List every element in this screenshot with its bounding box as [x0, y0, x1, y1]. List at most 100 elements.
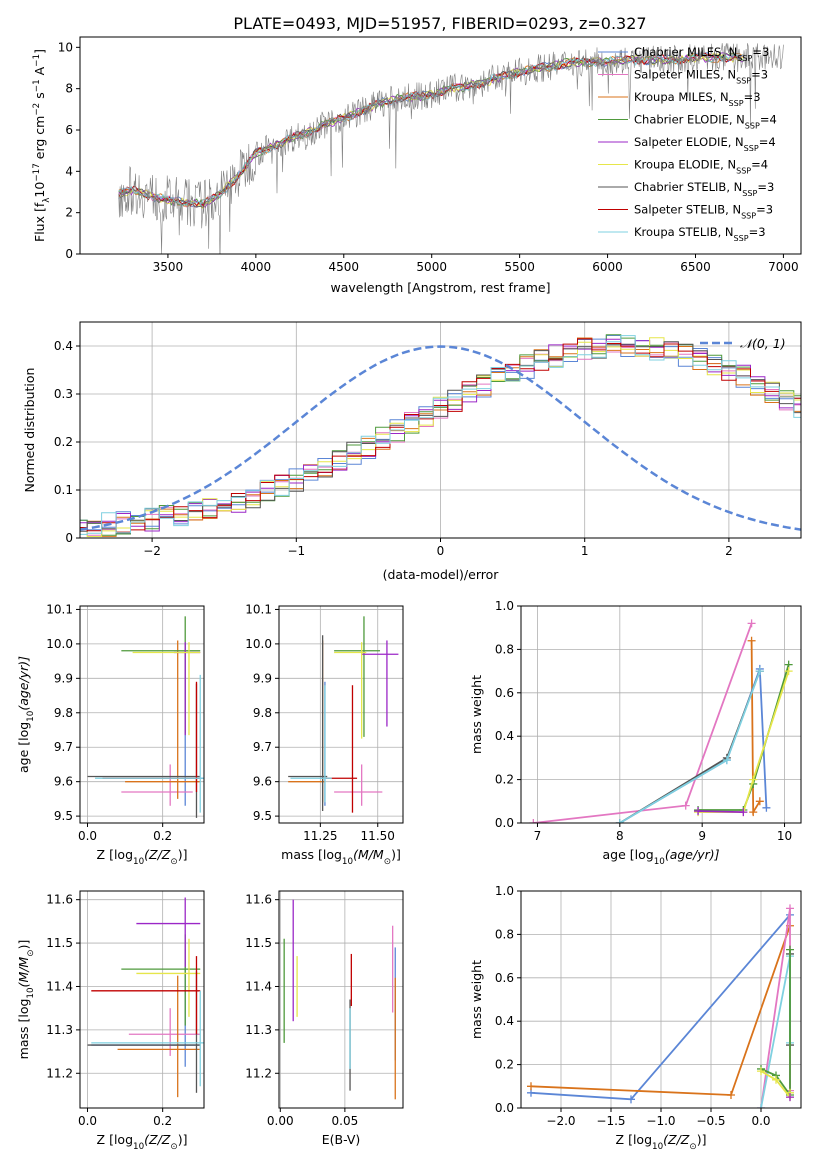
plot-area-age_vs_mass [288, 616, 399, 813]
weight-marker [784, 667, 793, 676]
y-tick-label: 0.8 [495, 927, 514, 941]
x-tick-label: 0.0 [78, 829, 97, 843]
axes-frame [520, 605, 802, 824]
weight-marker [786, 945, 794, 954]
axes-frame [79, 890, 205, 1109]
legend-label-part: SSP [742, 189, 757, 198]
weight-line-path [533, 623, 753, 823]
errorbar-salpeter-stelib [324, 685, 358, 813]
weight-line-path [530, 925, 791, 1096]
weight-line-kroupa-stelib [615, 667, 764, 823]
x-axis-label-part: ⊙ [689, 1142, 696, 1152]
x-tick-label: −2 [143, 544, 161, 558]
errorbar-salpeter-elodie [136, 897, 201, 967]
x-tick-label: 11.25 [303, 829, 337, 843]
y-tick-label: 0 [65, 531, 73, 545]
y-tick-label: 1.0 [495, 884, 514, 898]
x-axis-label-part: Z [log [97, 1132, 133, 1147]
y-axis-label-part: ⊙ [26, 949, 36, 956]
y-axis-label-part: A [32, 66, 47, 79]
legend-label: Salpeter MILES, NSSP=3 [634, 68, 768, 86]
plot-area-residuals [80, 334, 801, 537]
x-axis-label-part: (Z/Z [144, 847, 171, 862]
y-axis-label-part: (age/yr)] [16, 656, 31, 711]
x-axis-label-part: 10 [133, 1142, 144, 1152]
plot-area-mass_vs_ebv [283, 899, 396, 1100]
weight-marker [757, 1067, 765, 1076]
axes-frame [79, 605, 205, 824]
x-axis-label: (data-model)/error [383, 567, 500, 582]
weight-line-salpeter-elodie [694, 807, 748, 817]
x-tick-label: 5500 [504, 260, 535, 274]
legend-label: 𝒩(0, 1) [740, 336, 786, 351]
legend-label: Chabrier STELIB, NSSP=3 [634, 180, 774, 198]
y-axis-label-part: −2 [32, 103, 42, 116]
y-tick-label: 9.9 [54, 671, 73, 685]
x-tick-label: −1.5 [596, 1114, 625, 1128]
y-tick-label: 11.4 [245, 979, 272, 993]
x-axis-label-part: (Z/Z [144, 1132, 171, 1147]
weight-marker [747, 636, 756, 645]
y-tick-label: 11.3 [46, 1023, 73, 1037]
y-tick-label: 0.0 [495, 816, 514, 830]
weight-line-kroupa-miles [747, 636, 764, 817]
axes-age_vs_Z: 0.0 0.29.59.69.79.89.910.010.1Z [log10(Z/… [16, 602, 205, 867]
y-tick-label: 0.0 [495, 1101, 514, 1115]
y-axis-label-part: (M/M [16, 957, 31, 988]
y-axis-label-part: Flux [f [32, 202, 47, 242]
y-axis-label-part: ] [32, 49, 47, 54]
weight-marker [527, 1082, 535, 1091]
weight-line-path [619, 670, 761, 823]
y-tick-label: 11.3 [245, 1023, 272, 1037]
y-tick-label: 0 [65, 247, 73, 261]
weight-line-path [698, 664, 790, 811]
legend-label-part: SSP [737, 54, 752, 63]
x-tick-label: −2.0 [546, 1114, 575, 1128]
x-axis-label-part: Z [log [97, 847, 133, 862]
x-axis-label-part: )] [697, 1132, 707, 1147]
x-axis-label-part: mass [log [281, 847, 342, 862]
x-tick-label: 0.00 [267, 1114, 294, 1128]
y-tick-label: 9.8 [253, 706, 272, 720]
weight-marker [615, 819, 624, 823]
weight-line-path [619, 668, 768, 823]
axes-residuals: −2 −1 0 1 2 0 0.1 0.2 0.3 0.4 (data-model)/error No… [22, 321, 802, 582]
errorbar-kroupa-miles [125, 640, 201, 799]
legend-label-part: Salpeter MILES, N [634, 68, 736, 82]
errorbar-salpeter-elodie [361, 640, 399, 727]
x-axis-label: wavelength [Angstrom, rest frame] [330, 280, 550, 295]
y-tick-label: 0.4 [495, 1014, 514, 1028]
y-axis-label: mass weight [469, 675, 484, 754]
x-tick-label: 6500 [680, 260, 711, 274]
x-tick-label: 0.05 [332, 1114, 359, 1128]
weight-marker [755, 667, 764, 676]
x-axis-label: Z [log10(Z/Z⊙)] [97, 1132, 188, 1152]
y-tick-label: 0.8 [495, 642, 514, 656]
weight-marker [749, 808, 758, 817]
y-tick-label: 11.4 [46, 979, 73, 993]
x-axis-label: mass [log10(M/M⊙)] [281, 847, 401, 867]
y-tick-label: 9.5 [54, 809, 73, 823]
errorbar-kroupa-miles [117, 975, 201, 1098]
legend-label-part: SSP [741, 211, 756, 220]
errorbar-chabrier-stelib [87, 971, 201, 1093]
y-axis-label: Flux [fλ10−17 erg cm−2 s−1 A−1] [32, 49, 52, 242]
weight-line-kroupa-stelib [757, 952, 794, 1108]
x-tick-label: 0.2 [153, 1114, 172, 1128]
y-axis-label: age [log10(age/yr)] [16, 656, 36, 773]
weight-marker [755, 797, 764, 806]
y-tick-label: 0.4 [54, 339, 73, 353]
legend-label-part: =3 [757, 180, 774, 194]
legend-label: Kroupa ELODIE, NSSP=4 [634, 158, 768, 176]
legend-label-part: Kroupa STELIB, N [634, 225, 734, 239]
errorbar-kroupa-elodie [132, 642, 201, 736]
x-tick-label: 4500 [329, 260, 360, 274]
x-tick-label: −0.5 [696, 1114, 725, 1128]
legend-label: Salpeter ELODIE, NSSP=4 [634, 135, 776, 153]
x-axis-label-part: (M/M [353, 847, 384, 862]
y-tick-label: 11.6 [245, 893, 272, 907]
x-axis-label-part: )] [178, 1132, 188, 1147]
x-axis-label-part: ⊙ [384, 857, 391, 867]
y-tick-label: 11.2 [245, 1066, 272, 1080]
weight-line-path [698, 670, 790, 813]
